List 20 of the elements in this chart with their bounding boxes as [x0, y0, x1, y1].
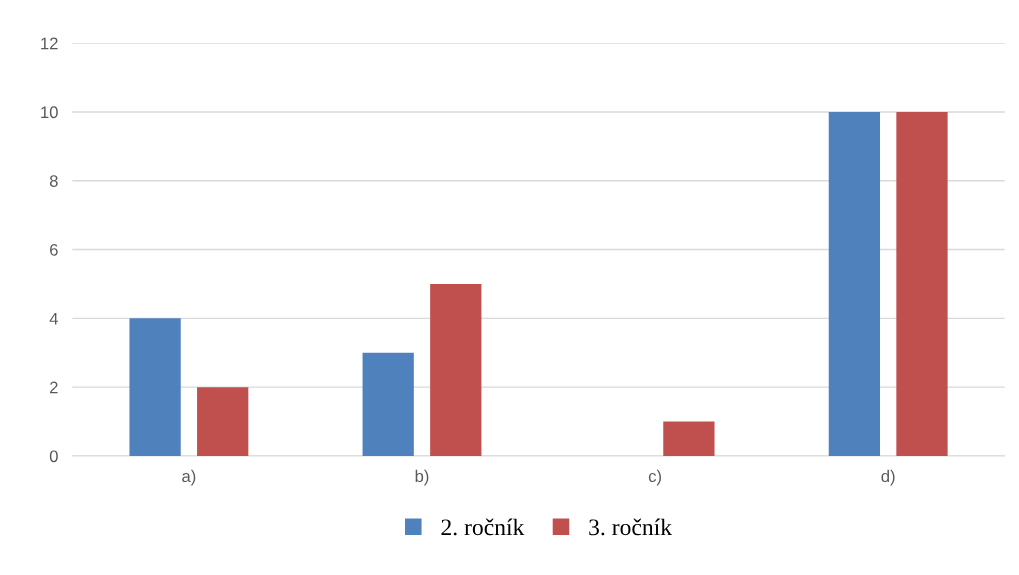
x-tick-label: a)	[182, 469, 196, 486]
legend-label: 3. ročník	[589, 518, 673, 536]
y-tick-label: 8	[49, 175, 58, 187]
y-tick-label: 2	[50, 381, 58, 394]
bar	[430, 283, 482, 456]
x-tick-label: d)	[881, 469, 895, 486]
bar	[828, 111, 881, 456]
x-tick-label: c)	[648, 469, 661, 486]
y-tick-label: 4	[49, 312, 58, 325]
y-tick-label: 6	[50, 243, 58, 256]
legend-label: 2. ročník	[441, 518, 525, 536]
y-tick-label: 12	[41, 37, 58, 50]
y-tick-label: 10	[41, 106, 58, 119]
bar	[129, 318, 181, 456]
bar	[896, 111, 948, 456]
bar	[362, 352, 414, 456]
bar	[663, 421, 715, 456]
y-tick-label: 0	[49, 450, 58, 463]
bar	[197, 387, 249, 456]
x-tick-label: b)	[415, 469, 429, 486]
